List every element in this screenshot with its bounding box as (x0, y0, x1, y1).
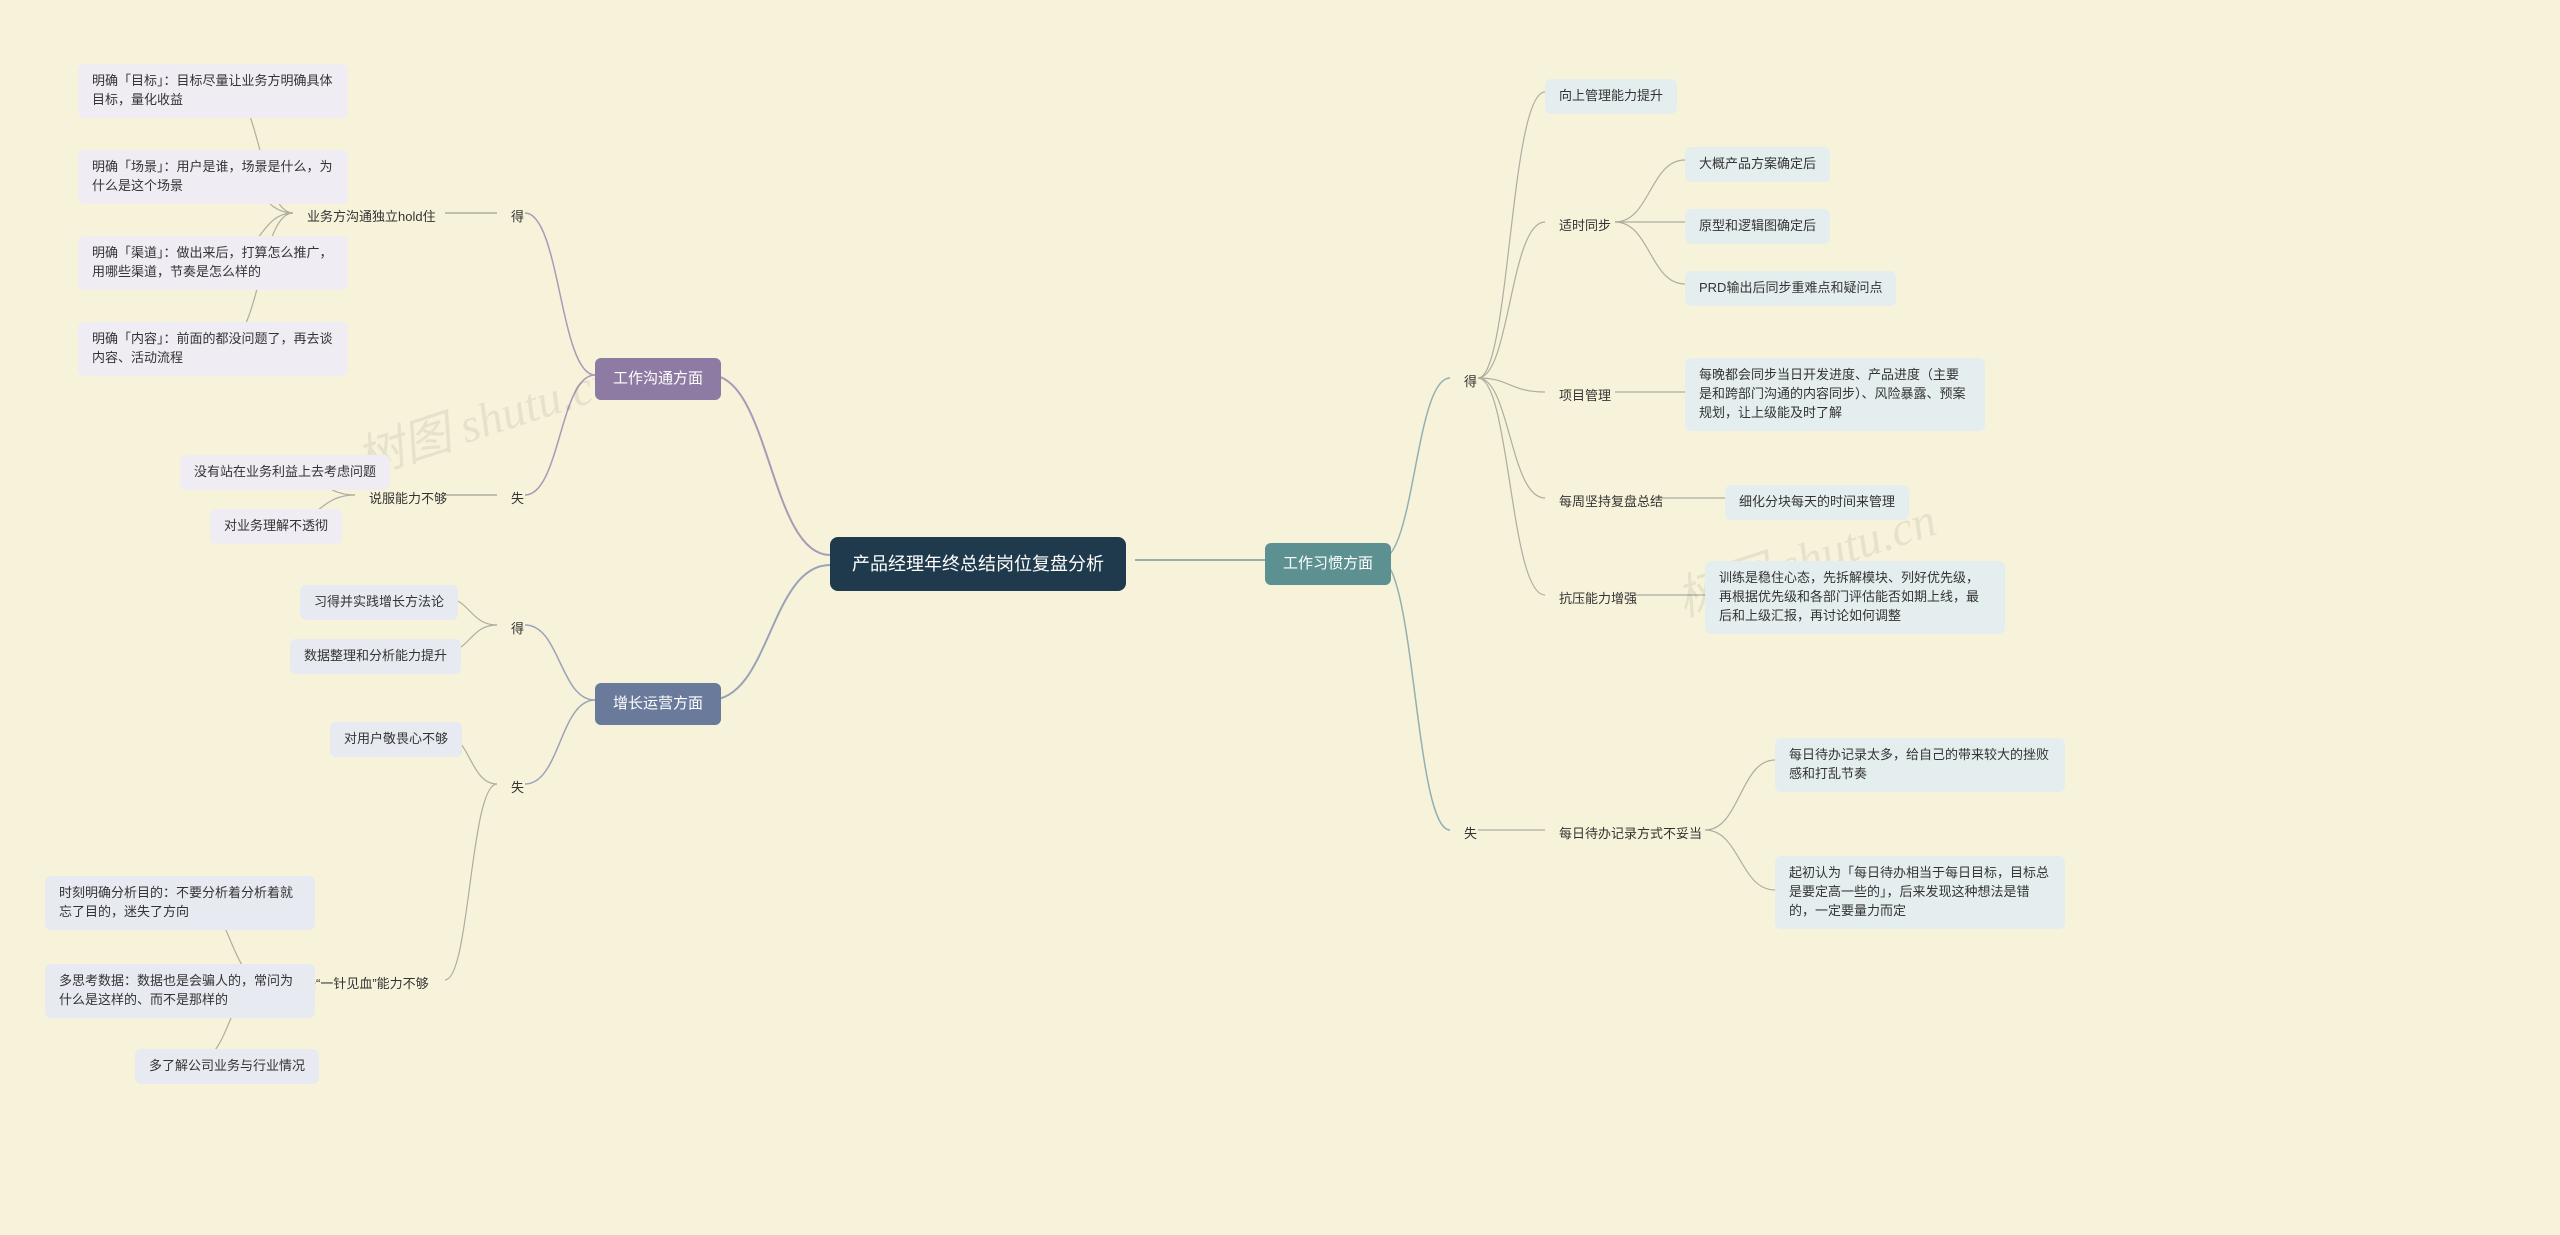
leaf-pressure-detail[interactable]: 训练是稳住心态，先拆解模块、列好优先级，再根据优先级和各部门评估能否如期上线，最… (1705, 561, 2005, 634)
leaf-growth-method[interactable]: 习得并实践增长方法论 (300, 585, 458, 620)
leaf-business-benefit[interactable]: 没有站在业务利益上去考虑问题 (180, 455, 390, 490)
branch-loss[interactable]: 失 (1450, 817, 1491, 852)
leaf-data-skill[interactable]: 数据整理和分析能力提升 (290, 639, 461, 674)
branch-gain[interactable]: 得 (497, 200, 538, 235)
leaf-todo-2[interactable]: 起初认为「每日待办相当于每日目标，目标总是要定高一些的」，后来发现这种想法是错的… (1775, 856, 2065, 929)
branch-loss[interactable]: 失 (497, 771, 538, 806)
node-daily-todo[interactable]: 每日待办记录方式不妥当 (1545, 817, 1716, 852)
leaf-sync-3[interactable]: PRD输出后同步重难点和疑问点 (1685, 271, 1896, 306)
leaf-weekly-review-detail[interactable]: 细化分块每天的时间来管理 (1725, 485, 1909, 520)
category-habit[interactable]: 工作习惯方面 (1265, 543, 1391, 585)
node-project-manage[interactable]: 项目管理 (1545, 379, 1625, 414)
leaf-think-data[interactable]: 多思考数据：数据也是会骗人的，常问为什么是这样的、而不是那样的 (45, 964, 315, 1018)
leaf-analysis-goal[interactable]: 时刻明确分析目的：不要分析着分析着就忘了目的，迷失了方向 (45, 876, 315, 930)
node-hold[interactable]: 业务方沟通独立hold住 (293, 200, 450, 235)
category-growth[interactable]: 增长运营方面 (595, 683, 721, 725)
category-communication[interactable]: 工作沟通方面 (595, 358, 721, 400)
branch-gain[interactable]: 得 (1450, 365, 1491, 400)
leaf-upward-manage[interactable]: 向上管理能力提升 (1545, 79, 1677, 114)
leaf-user-respect[interactable]: 对用户敬畏心不够 (330, 722, 462, 757)
root-node[interactable]: 产品经理年终总结岗位复盘分析 (830, 537, 1126, 591)
leaf-scene[interactable]: 明确「场景」：用户是谁，场景是什么，为什么是这个场景 (78, 150, 348, 204)
leaf-project-manage-detail[interactable]: 每晚都会同步当日开发进度、产品进度（主要是和跨部门沟通的内容同步）、风险暴露、预… (1685, 358, 1985, 431)
node-weekly-review[interactable]: 每周坚持复盘总结 (1545, 485, 1677, 520)
leaf-channel[interactable]: 明确「渠道」：做出来后，打算怎么推广，用哪些渠道，节奏是怎么样的 (78, 236, 348, 290)
node-sync[interactable]: 适时同步 (1545, 209, 1625, 244)
branch-loss[interactable]: 失 (497, 482, 538, 517)
node-pressure[interactable]: 抗压能力增强 (1545, 582, 1651, 617)
leaf-know-business[interactable]: 多了解公司业务与行业情况 (135, 1049, 319, 1084)
branch-gain[interactable]: 得 (497, 612, 538, 647)
leaf-sync-1[interactable]: 大概产品方案确定后 (1685, 147, 1830, 182)
leaf-sync-2[interactable]: 原型和逻辑图确定后 (1685, 209, 1830, 244)
leaf-business-understand[interactable]: 对业务理解不透彻 (210, 509, 342, 544)
leaf-goal[interactable]: 明确「目标」：目标尽量让业务方明确具体目标，量化收益 (78, 64, 348, 118)
leaf-todo-1[interactable]: 每日待办记录太多，给自己的带来较大的挫败感和打乱节奏 (1775, 738, 2065, 792)
leaf-content[interactable]: 明确「内容」：前面的都没问题了，再去谈内容、活动流程 (78, 322, 348, 376)
